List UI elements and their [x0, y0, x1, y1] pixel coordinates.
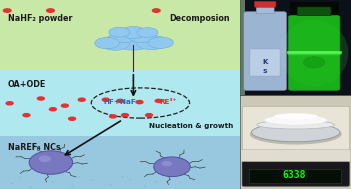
Ellipse shape [148, 37, 173, 48]
Circle shape [154, 157, 190, 177]
Circle shape [110, 184, 111, 185]
FancyBboxPatch shape [240, 94, 351, 189]
Circle shape [135, 100, 144, 104]
Ellipse shape [121, 26, 146, 39]
Circle shape [52, 182, 54, 183]
Circle shape [22, 113, 31, 117]
Ellipse shape [113, 31, 154, 50]
Circle shape [46, 8, 55, 13]
Circle shape [5, 101, 14, 105]
Circle shape [61, 103, 69, 108]
FancyBboxPatch shape [0, 136, 240, 189]
Ellipse shape [137, 28, 158, 37]
FancyBboxPatch shape [241, 149, 351, 161]
FancyBboxPatch shape [242, 106, 349, 163]
Circle shape [116, 99, 125, 103]
Circle shape [145, 113, 153, 117]
Circle shape [37, 96, 45, 101]
Ellipse shape [136, 35, 167, 50]
Ellipse shape [274, 113, 318, 119]
FancyBboxPatch shape [250, 49, 280, 76]
Text: NaREF₄ NCs: NaREF₄ NCs [8, 143, 60, 152]
FancyBboxPatch shape [289, 15, 340, 90]
Text: RE³⁺: RE³⁺ [160, 99, 177, 105]
Circle shape [144, 186, 145, 187]
Text: NaHF₂ powder: NaHF₂ powder [8, 14, 72, 23]
Circle shape [304, 57, 325, 68]
FancyBboxPatch shape [0, 0, 240, 70]
FancyBboxPatch shape [242, 162, 349, 186]
Circle shape [3, 8, 12, 13]
Text: OA+ODE: OA+ODE [8, 80, 46, 89]
Text: Decomposion: Decomposion [169, 14, 230, 23]
FancyBboxPatch shape [256, 6, 274, 14]
Circle shape [152, 8, 161, 13]
Circle shape [155, 181, 157, 182]
Ellipse shape [252, 123, 340, 142]
Ellipse shape [95, 37, 119, 49]
Circle shape [109, 114, 117, 119]
Circle shape [78, 98, 86, 102]
Ellipse shape [280, 20, 348, 86]
Circle shape [162, 161, 172, 166]
Ellipse shape [109, 27, 130, 37]
FancyBboxPatch shape [240, 0, 245, 94]
FancyBboxPatch shape [290, 2, 339, 93]
Circle shape [129, 179, 131, 180]
Text: K: K [263, 59, 268, 65]
FancyBboxPatch shape [240, 0, 351, 94]
Ellipse shape [110, 29, 139, 43]
FancyBboxPatch shape [244, 12, 286, 90]
Text: Nucleation & growth: Nucleation & growth [149, 123, 233, 129]
Circle shape [101, 98, 110, 102]
Circle shape [121, 113, 129, 117]
Text: S: S [263, 69, 267, 74]
Circle shape [49, 107, 57, 112]
Ellipse shape [250, 124, 342, 145]
FancyBboxPatch shape [249, 169, 341, 183]
Text: HF+NaF: HF+NaF [103, 99, 136, 105]
Text: 6338: 6338 [282, 170, 306, 180]
Circle shape [11, 183, 13, 184]
Circle shape [122, 176, 123, 177]
Circle shape [29, 151, 73, 174]
Ellipse shape [264, 115, 327, 125]
Ellipse shape [100, 36, 130, 50]
FancyBboxPatch shape [104, 40, 163, 45]
Circle shape [68, 116, 77, 121]
Ellipse shape [257, 121, 335, 129]
FancyBboxPatch shape [254, 1, 276, 7]
Ellipse shape [128, 30, 156, 43]
Circle shape [39, 156, 51, 162]
Circle shape [71, 185, 73, 186]
FancyBboxPatch shape [297, 7, 331, 16]
FancyBboxPatch shape [0, 70, 240, 136]
Circle shape [154, 99, 163, 103]
